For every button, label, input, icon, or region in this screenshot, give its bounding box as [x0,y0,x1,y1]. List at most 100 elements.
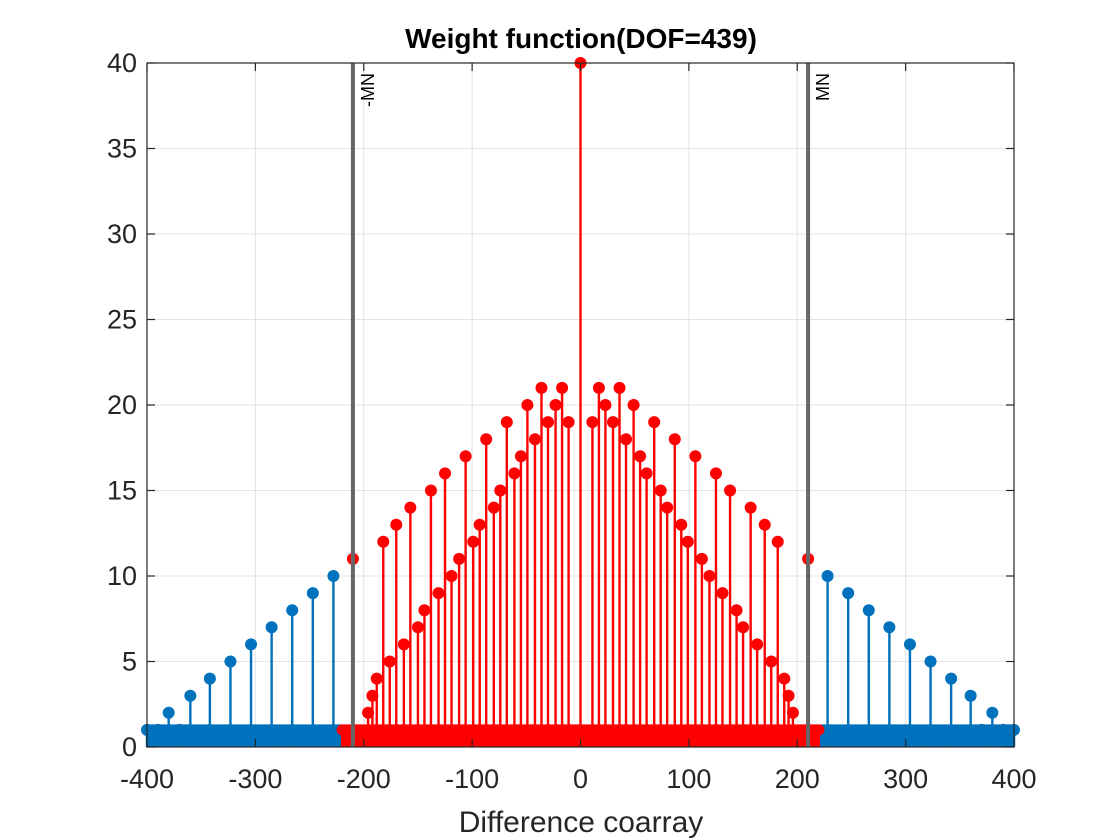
stem-marker [964,689,977,702]
stem-marker [459,450,472,463]
stem-marker [771,535,784,548]
stem-marker [418,604,431,617]
stem-marker [480,433,493,446]
stem-marker [599,399,612,411]
stem-marker [997,723,1010,736]
stem-marker [620,433,633,446]
stem-marker [306,587,319,600]
y-tick-label: 5 [122,647,137,677]
stem-marker [327,570,340,582]
stem-marker [467,535,480,548]
ticks: -400 -300 -200 -100 0 100 200 300 400 0 5 10 15 20 25 3… [107,48,1037,794]
y-tick-label: 0 [122,732,137,762]
stem-marker [203,672,216,685]
stem-marker [390,518,403,531]
stem-marker [549,399,562,411]
stem-marker [370,672,383,685]
stem-marker [224,655,237,668]
stem-marker [432,587,445,600]
x-tick-label: -200 [337,764,391,794]
stem-marker [445,570,458,582]
stem-marker [439,467,452,480]
stem-marker [404,501,417,514]
x-tick-label: -100 [445,764,499,794]
stem-marker [383,655,396,668]
stem-marker [514,450,527,463]
reference-line-label: MN [813,73,833,101]
stem-marker [842,587,855,600]
stem-marker [607,416,620,429]
x-tick-label: 100 [666,764,711,794]
stem-marker [592,381,605,394]
stem-marker [528,433,541,446]
stem-marker-unit [813,724,825,736]
y-tick-label: 35 [107,134,137,164]
x-tick-label: -400 [120,764,174,794]
x-axis-label: Difference coarray [459,806,704,839]
stem-marker [975,723,988,736]
stem-marker [487,501,500,514]
stem-marker [562,416,575,429]
stem-marker [541,416,554,429]
stem-marker [744,501,757,514]
stem-marker [286,604,299,617]
stem-marker [730,604,743,617]
y-tick-label: 25 [107,305,137,335]
stem-series [141,57,1020,747]
stem-marker [362,706,375,719]
stem-marker [654,484,667,497]
stem-marker [709,467,722,480]
stem-marker [521,399,534,411]
stem-marker [883,621,896,634]
stem-marker [695,552,708,565]
stem-marker [151,723,164,736]
stem-marker [782,689,795,702]
y-tick-label: 10 [107,561,137,591]
stem-marker [500,416,513,429]
stem-marker [675,518,688,531]
stem-marker [821,570,834,582]
stem-marker [556,381,569,394]
stem-marker [862,604,875,617]
stem-marker [634,450,647,463]
stem-marker [751,638,764,651]
stem-marker [173,723,186,736]
stem-marker [703,570,716,582]
stem-marker [986,706,999,719]
stem-marker [786,706,799,719]
stem-marker [424,484,437,497]
stem-marker [473,518,486,531]
stem-marker [724,484,737,497]
x-tick-label: 0 [573,764,588,794]
stem-marker [681,535,694,548]
stem-marker [184,689,197,702]
stem-marker [162,706,175,719]
stem-marker [397,638,410,651]
stem-marker [668,433,681,446]
stem-marker [778,672,791,685]
reference-lines: -MN MN [350,63,833,747]
stem-marker [903,638,916,651]
reference-line-label: -MN [358,73,378,107]
stem-marker [627,399,640,411]
stem-marker [411,621,424,634]
stem-marker [661,501,674,514]
stem-marker [613,381,626,394]
stem-marker [765,655,778,668]
stem-marker [648,416,661,429]
stem-marker [366,689,379,702]
stem-marker [640,467,653,480]
y-tick-label: 30 [107,219,137,249]
stem-marker [737,621,750,634]
stem-marker [494,484,507,497]
stem-marker [924,655,937,668]
stem-marker [945,672,958,685]
y-tick-label: 40 [107,48,137,78]
x-tick-label: -300 [228,764,282,794]
x-tick-label: 200 [775,764,820,794]
stem-marker [586,416,599,429]
stem-marker [453,552,466,565]
stem-marker [377,535,390,548]
stem-marker [245,638,258,651]
